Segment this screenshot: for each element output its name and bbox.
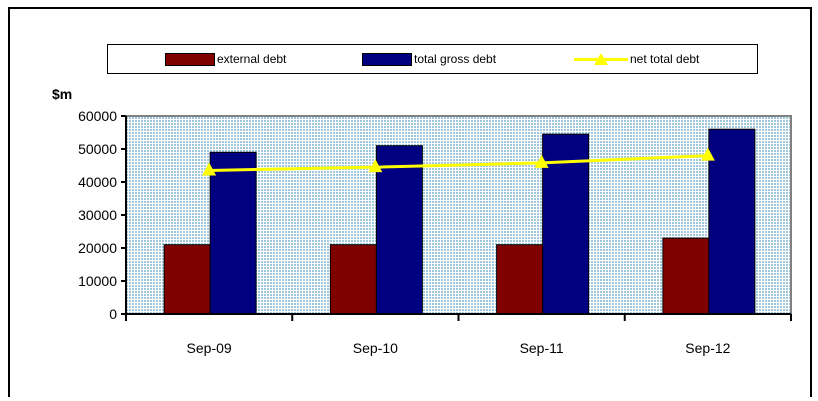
bar-total-gross-debt-Sep-09 (209, 151, 257, 315)
marker-net-total-debt-Sep-12 (700, 147, 715, 161)
x-tick-label: Sep-10 (353, 340, 398, 356)
x-tick-label: Sep-12 (685, 340, 730, 356)
y-tick-label: 50000 (78, 141, 117, 157)
x-tick-label: Sep-09 (187, 340, 232, 356)
line-net-total-debt (209, 154, 708, 172)
bar-external-debt-Sep-09 (163, 244, 211, 315)
legend-swatch-total-gross-debt (362, 52, 412, 66)
y-tick-label: 20000 (78, 240, 117, 256)
marker-net-total-debt-Sep-10 (368, 159, 383, 173)
y-tick-label: 60000 (78, 108, 117, 124)
legend-line-net-total-debt (574, 52, 628, 66)
legend-item-external-debt: external debt (165, 45, 286, 73)
legend-item-total-gross-debt: total gross debt (362, 45, 496, 73)
bar-external-debt-Sep-11 (496, 244, 544, 315)
legend: external debt total gross debt net total… (107, 44, 758, 74)
legend-swatch-external-debt (165, 52, 215, 66)
bar-external-debt-Sep-12 (662, 237, 710, 315)
marker-net-total-debt-Sep-11 (534, 154, 549, 168)
bar-external-debt-Sep-10 (329, 244, 377, 315)
bar-total-gross-debt-Sep-11 (542, 133, 590, 315)
legend-label-net-total-debt: net total debt (630, 52, 700, 66)
y-tick-label: 40000 (78, 174, 117, 190)
x-tick-label: Sep-11 (520, 340, 564, 356)
y-axis-unit-label: $m (52, 86, 72, 102)
legend-label-external-debt: external debt (217, 52, 287, 66)
legend-item-net-total-debt: net total debt (574, 45, 699, 73)
legend-label-total-gross-debt: total gross debt (414, 52, 497, 66)
bar-total-gross-debt-Sep-12 (708, 128, 756, 315)
y-tick-label: 10000 (78, 273, 117, 289)
bar-total-gross-debt-Sep-10 (375, 145, 423, 315)
marker-net-total-debt-Sep-09 (202, 162, 217, 176)
y-tick-label: 30000 (78, 207, 117, 223)
y-tick-label: 0 (109, 306, 117, 322)
